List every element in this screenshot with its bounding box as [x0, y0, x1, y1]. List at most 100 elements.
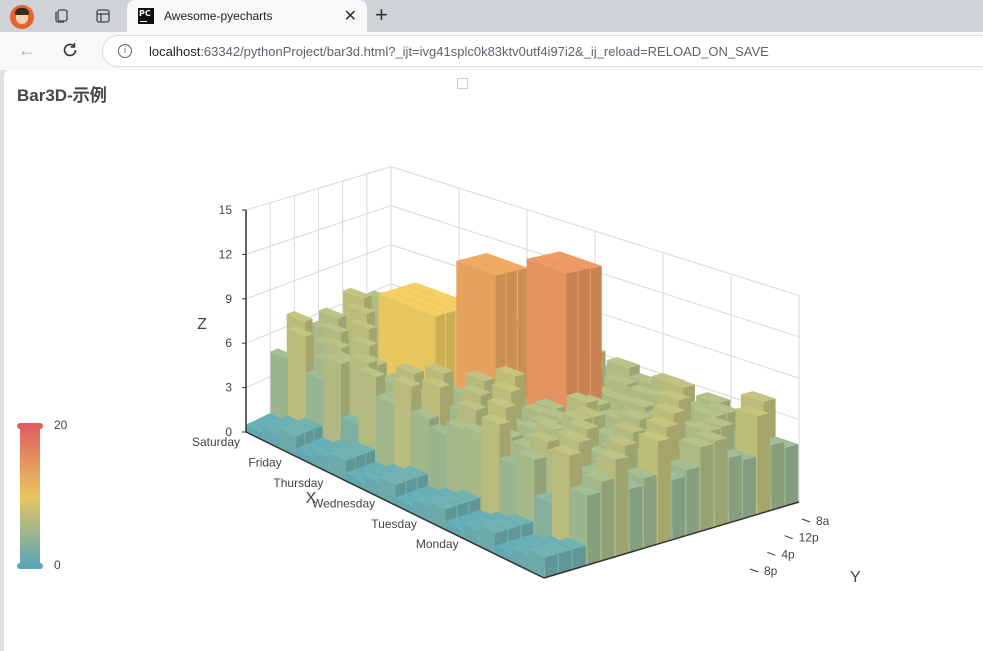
bar-front-face	[358, 369, 377, 469]
bar-front-face	[528, 549, 545, 578]
bar-top-face	[705, 402, 740, 414]
visual-map-min-label: 0	[54, 558, 61, 572]
bar-top-face	[492, 381, 522, 392]
bar-top-face	[569, 484, 600, 496]
bar3d-chart[interactable]: 0 3 6 9 12 15 Z Saturday Friday Thursday Wednesday…	[4, 70, 983, 651]
bar-top-face	[740, 391, 776, 402]
y-tick-label: 8a	[816, 514, 830, 528]
bar-top-face	[297, 417, 323, 430]
site-info-icon[interactable]: i	[118, 44, 132, 58]
bar-top-face	[323, 353, 350, 365]
bar-top-face	[465, 370, 495, 382]
address-bar[interactable]: i localhost:63342/pythonProject/bar3d.ht…	[102, 35, 983, 67]
workspaces-icon[interactable]	[53, 8, 69, 24]
bar-side-face	[658, 438, 671, 544]
bar-front-face	[461, 523, 479, 546]
x-tick-label: Thursday	[273, 476, 323, 490]
tab-actions-icon[interactable]	[95, 8, 111, 24]
bar-top-face	[624, 467, 657, 479]
bar-top-face	[350, 352, 378, 364]
bar-top-face	[286, 311, 313, 322]
bar-top-face	[696, 392, 731, 403]
bar-front-face	[376, 396, 394, 477]
bar-top-face	[452, 489, 481, 502]
url-path: :63342/pythonProject/bar3d.html?_ijt=ivg…	[200, 44, 769, 59]
bar-top-face	[426, 289, 456, 300]
reload-icon[interactable]	[61, 41, 79, 59]
y-tick-label: 4p	[781, 547, 795, 561]
bar-top-face	[425, 363, 454, 374]
bar-top-face	[279, 425, 305, 437]
bar-top-face	[478, 521, 507, 534]
x-tick-label: Friday	[248, 455, 281, 469]
bar-front-face	[312, 450, 330, 473]
bar-side-face	[714, 437, 728, 528]
bar-side-face	[587, 492, 600, 566]
bar-top-face	[393, 376, 421, 387]
z-tick-label: 0	[225, 425, 232, 439]
bar-side-face	[785, 444, 799, 506]
bar-top-face	[566, 392, 598, 403]
bar-front-face	[395, 497, 413, 513]
bar-top-face	[546, 263, 578, 274]
x-tick-label: Monday	[416, 537, 459, 551]
bar-top-face	[561, 409, 593, 421]
bar-top-face	[638, 430, 671, 442]
bar-top-face	[680, 436, 714, 448]
bar-top-face	[542, 541, 572, 554]
bar-front-face	[362, 475, 379, 497]
visual-map-max-label: 20	[54, 418, 68, 432]
bar-top-face	[417, 292, 446, 303]
x-axis-line	[245, 431, 545, 579]
y-tick-label: 8p	[764, 564, 778, 578]
bar-top-face	[481, 413, 511, 425]
y-tick-label: 12p	[799, 531, 819, 545]
bar-front-face	[445, 521, 462, 538]
new-tab-icon[interactable]: +	[375, 2, 388, 27]
x-tick-label: Wednesday	[312, 496, 375, 510]
bar-side-face	[601, 478, 615, 561]
bar-front-face	[393, 379, 412, 485]
bar-side-face	[743, 456, 756, 519]
bar-side-face	[686, 466, 700, 536]
z-tick-label: 15	[219, 203, 233, 217]
back-arrow-icon[interactable]: ←	[18, 40, 36, 60]
y-axis-name: Y	[850, 569, 861, 586]
bar-top-face	[416, 306, 445, 317]
bar-top-face	[623, 396, 657, 408]
bar-front-face	[270, 351, 289, 429]
bar-top-face	[534, 398, 566, 410]
bar-top-face	[735, 405, 770, 417]
bar-top-face	[497, 260, 528, 271]
side-wall-gridline	[245, 244, 392, 300]
bar-top-face	[388, 288, 417, 299]
z-tick-label: 9	[225, 292, 232, 306]
bar-top-face	[560, 431, 592, 443]
z-tick-label: 12	[219, 247, 233, 261]
navigation-bar: ← i localhost:63342/pythonProject/bar3d.…	[0, 32, 983, 70]
bar-top-face	[605, 373, 639, 385]
active-tab[interactable]: PC Awesome-pyecharts ✕	[127, 0, 367, 32]
bar-front-face	[481, 416, 500, 525]
bar-top-face	[343, 287, 372, 299]
bar-top-face	[613, 421, 646, 433]
bar-top-face	[406, 282, 436, 293]
bar-top-face	[318, 307, 347, 319]
bar-front-face	[511, 547, 529, 570]
close-tab-icon[interactable]: ✕	[343, 8, 357, 25]
bar-front-face	[345, 472, 363, 489]
bar-top-face	[700, 416, 735, 427]
bar-top-face	[400, 465, 428, 478]
bar-top-face	[486, 263, 517, 273]
z-tick-label: 6	[225, 336, 232, 350]
legend-marker[interactable]	[457, 78, 468, 89]
bar-top-face	[426, 303, 456, 314]
side-wall-gridline	[245, 283, 392, 344]
bar-top-face	[457, 399, 487, 411]
bar-top-face	[583, 470, 615, 482]
bar-front-face	[552, 448, 570, 558]
bar-side-face	[544, 553, 558, 578]
bar-front-face	[379, 477, 396, 505]
profile-avatar[interactable]	[10, 5, 34, 29]
bar-top-face	[552, 444, 583, 456]
